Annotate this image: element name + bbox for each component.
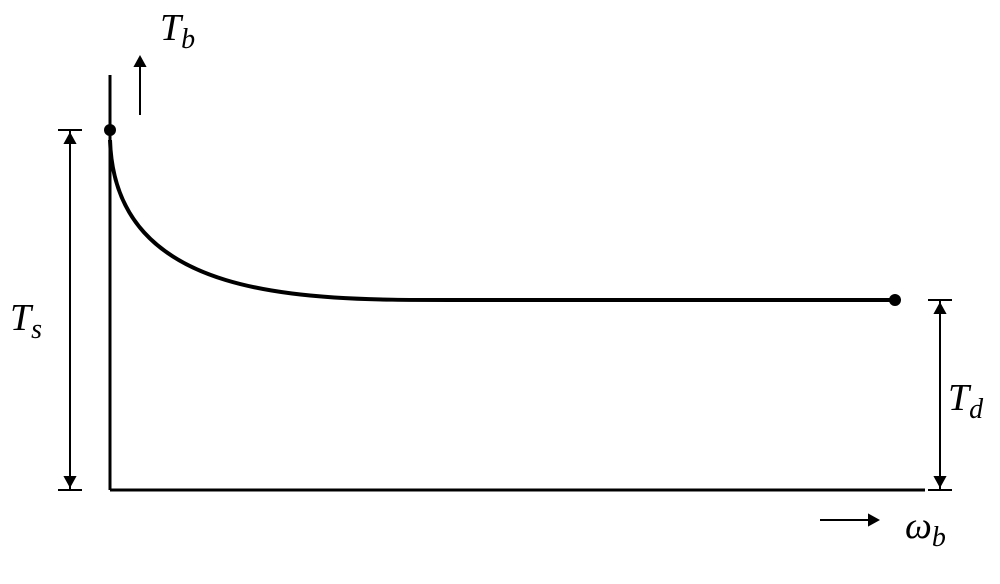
start-point-marker xyxy=(104,124,116,136)
end-point-marker xyxy=(889,294,901,306)
plot-background xyxy=(0,0,1000,584)
